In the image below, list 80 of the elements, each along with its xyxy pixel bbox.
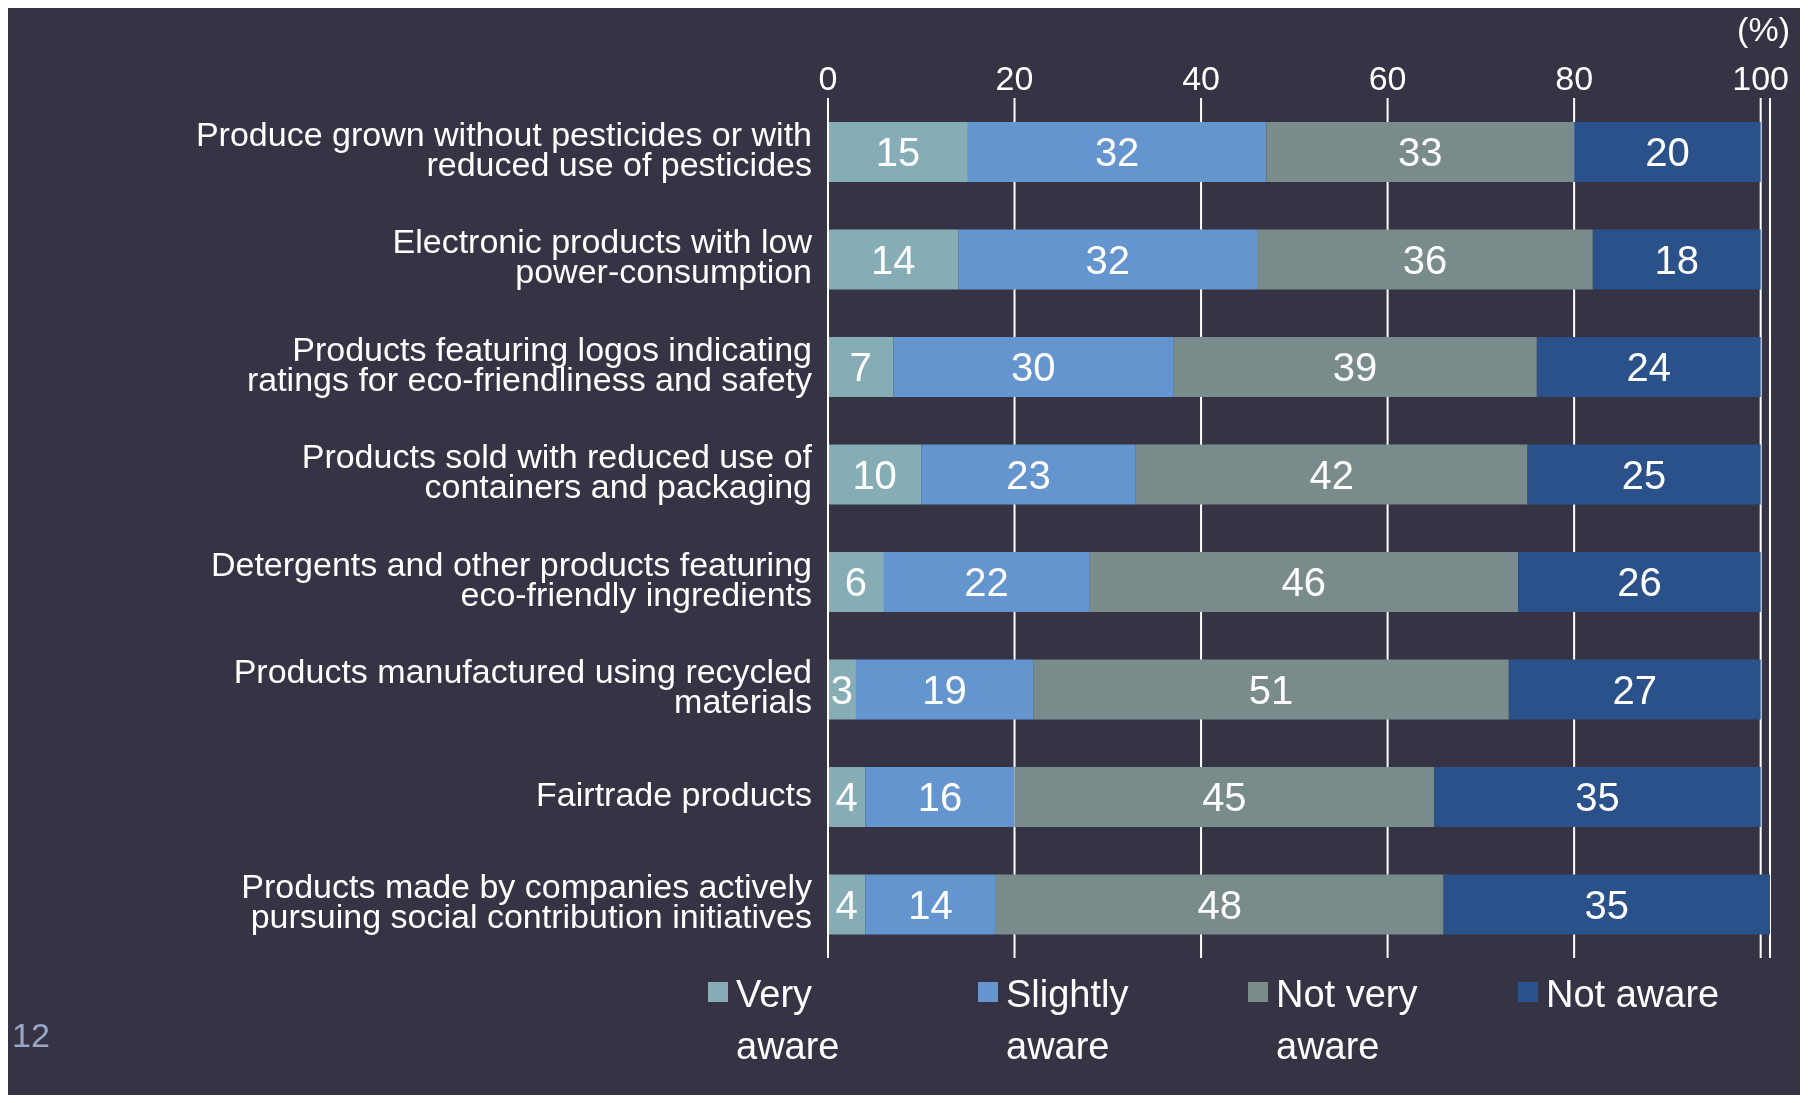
legend-label: Not very aware [1276,972,1419,1069]
y-tick-label: Products featuring logos indicating ratings for eco-friendliness and safety [246,329,812,398]
data-label: 33 [1398,130,1443,175]
data-label: 45 [1202,775,1247,820]
bar [1014,767,1435,827]
data-label: 10 [852,452,897,497]
data-label: 6 [844,560,868,605]
data-label: 22 [964,560,1009,605]
data-label: 4 [835,775,858,820]
bar [958,229,1258,290]
text: 12 [12,1016,50,1055]
data-label: 4 [835,882,858,927]
bar [1443,874,1770,935]
data-label: 15 [875,130,921,175]
bar [967,122,1267,182]
x-axis-title: (%) [1737,10,1790,49]
bar [865,874,996,935]
bar [1574,122,1761,182]
data-label: 30 [1010,345,1056,390]
data-label: 39 [1332,345,1378,390]
data-label: 25 [1621,452,1667,497]
bar [1527,444,1761,505]
data-label: 35 [1584,882,1630,927]
bar [828,337,894,397]
bar [883,552,1090,612]
bar [1257,229,1593,290]
bar [1508,659,1761,720]
data-label: 3 [830,667,854,712]
bar [865,767,1015,827]
x-tick-label: 40 [1182,59,1220,97]
bar [1536,337,1761,397]
bar [828,229,959,290]
bar [855,659,1034,720]
bar [828,444,922,505]
data-label: 14 [908,882,953,927]
bar [1518,552,1761,612]
data-label: 32 [1085,237,1131,282]
legend-label: Slightly aware [1006,972,1130,1069]
x-tick-label: 80 [1555,59,1594,97]
x-tick-label: 100 [1732,59,1790,97]
data-label: 35 [1575,775,1620,820]
data-label: 46 [1281,560,1326,605]
data-label: 7 [849,345,872,390]
data-label: 48 [1197,882,1242,927]
data-label: 14 [871,237,916,282]
data-label: 19 [922,667,967,712]
legend-label: Very aware [736,972,841,1069]
data-label: 18 [1654,237,1699,282]
data-label: 20 [1645,130,1690,175]
y-tick-label: Products sold with reduced use of containers and packaging [301,437,813,506]
x-tick-label: 0 [818,59,838,97]
bar [995,874,1444,935]
y-tick-label: Produce grown without pesticides or with reduced use of pesticides [195,114,812,183]
data-label: 42 [1309,452,1354,497]
bar [1033,659,1509,720]
data-label: 23 [1006,452,1051,497]
data-label: 36 [1402,237,1448,282]
y-tick-label: Electronic products with low power-consumption [392,222,813,291]
legend-label: Not aware [1546,972,1721,1017]
bar [1266,122,1575,182]
y-tick-label: Detergents and other products featuring eco-friendly ingredients [210,544,812,613]
data-label: 32 [1094,130,1140,175]
y-tick-label: Products manufactured using recycled materials [233,652,812,721]
data-label: 24 [1626,345,1671,390]
data-label: 26 [1617,560,1662,605]
data-label: 51 [1248,667,1294,712]
bar [828,122,968,182]
bar [1089,552,1519,612]
x-tick-label: 60 [1368,59,1407,97]
y-tick-label: Fairtrade products [536,774,812,813]
bar [921,444,1136,505]
bar [1173,337,1537,397]
bar [1434,767,1761,827]
data-label: 16 [917,775,963,820]
x-tick-label: 20 [995,59,1034,97]
data-label: 27 [1612,667,1658,712]
bar [1135,444,1528,505]
bar [893,337,1174,397]
bar [1592,229,1761,290]
y-tick-label: Products made by companies actively pursuing social contribution initiatives [241,867,812,936]
